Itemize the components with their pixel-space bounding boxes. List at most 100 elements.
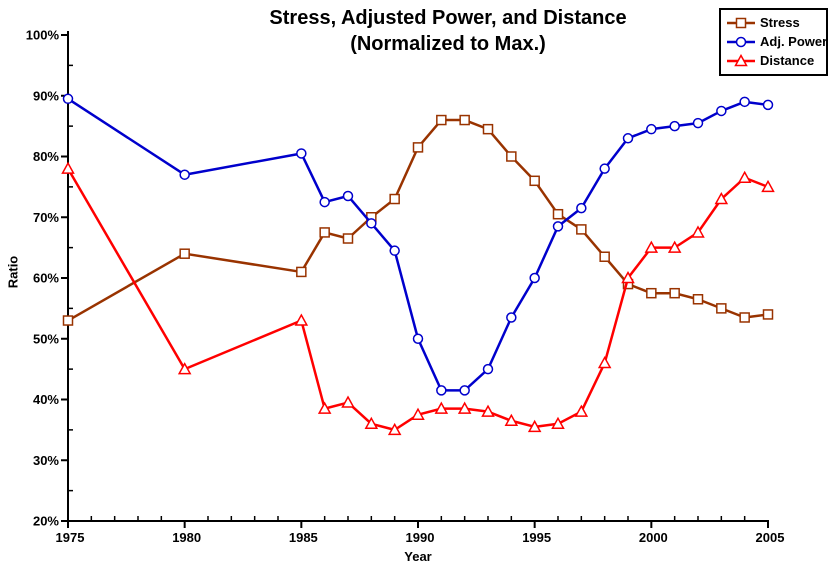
series-line-distance — [66, 168, 769, 432]
chart-title-line1: Stress, Adjusted Power, and Distance — [269, 7, 627, 29]
square-marker — [342, 233, 354, 244]
square-marker — [599, 251, 610, 262]
circle-marker — [179, 169, 190, 180]
circle-marker — [366, 218, 377, 229]
square-marker — [319, 227, 330, 238]
circle-marker — [296, 148, 307, 159]
circle-marker — [342, 190, 354, 202]
y-tick-label: 100% — [26, 28, 60, 43]
triangle-marker — [737, 170, 752, 184]
circle-marker — [576, 202, 587, 214]
triangle-marker — [574, 404, 589, 417]
legend-label-distance: Distance — [760, 53, 815, 68]
x-tick-label: 1990 — [406, 530, 435, 545]
triangle-marker — [691, 225, 705, 238]
stress-line-square-icon — [727, 17, 755, 28]
square-marker — [62, 315, 74, 326]
triangle-marker — [761, 179, 775, 193]
triangle-marker — [667, 240, 682, 253]
circle-marker — [506, 312, 517, 323]
square-marker — [179, 248, 190, 259]
circle-marker — [412, 333, 424, 344]
circle-marker — [739, 96, 750, 108]
legend: Stress Adj. Power Distance — [719, 8, 828, 76]
square-marker — [716, 303, 727, 314]
circle-marker — [529, 272, 540, 284]
square-marker — [506, 151, 517, 162]
circle-marker — [319, 196, 330, 208]
triangle-marker — [341, 395, 355, 408]
adj-power-line-circle-icon — [727, 36, 755, 47]
legend-label-stress: Stress — [760, 15, 800, 30]
triangle-marker — [411, 407, 425, 420]
triangle-marker — [644, 240, 659, 253]
square-marker — [576, 224, 587, 235]
square-marker — [646, 287, 657, 299]
legend-item-distance: Distance — [726, 51, 821, 70]
circle-marker — [482, 363, 494, 375]
x-axis-title: Year — [404, 549, 432, 564]
triangle-marker — [504, 413, 519, 427]
distance-line-triangle-icon — [727, 53, 755, 66]
circle-marker — [762, 99, 774, 111]
triangle-marker — [481, 404, 495, 417]
circle-marker — [716, 105, 727, 117]
triangle-marker — [364, 416, 379, 430]
y-axis-title: Ratio — [5, 255, 21, 289]
square-marker — [529, 175, 540, 187]
square-marker — [389, 193, 400, 205]
x-tick-label: 2005 — [756, 530, 785, 545]
x-tick-label: 1995 — [522, 530, 551, 545]
circle-marker — [62, 93, 74, 105]
circle-marker — [459, 385, 470, 396]
triangle-marker — [597, 355, 612, 369]
circle-marker — [552, 221, 564, 232]
circle-marker — [599, 163, 610, 174]
triangle-marker — [177, 362, 192, 375]
y-tick-label: 50% — [33, 331, 59, 346]
y-tick-label: 60% — [33, 271, 59, 286]
chart-title: Stress, Adjusted Power, and Distance (No… — [269, 5, 626, 57]
circle-marker — [646, 123, 657, 135]
chart-title-line2: (Normalized to Max.) — [350, 33, 546, 55]
square-marker — [692, 294, 704, 305]
circle-marker — [389, 245, 400, 256]
y-tick-label: 90% — [33, 88, 59, 103]
legend-item-stress: Stress — [726, 13, 821, 32]
square-marker — [552, 208, 564, 220]
triangle-marker — [527, 419, 542, 433]
x-tick-label: 1985 — [289, 530, 318, 545]
triangle-marker — [714, 191, 729, 205]
circle-marker — [436, 385, 447, 396]
y-tick-label: 20% — [33, 514, 59, 529]
square-marker — [436, 114, 447, 126]
square-marker — [482, 123, 494, 135]
y-tick-label: 80% — [33, 149, 59, 164]
square-marker — [739, 312, 750, 323]
triangle-marker — [61, 161, 75, 174]
square-marker — [669, 287, 680, 299]
triangle-marker — [387, 422, 402, 436]
legend-label-adj-power: Adj. Power — [760, 34, 828, 49]
square-marker — [762, 309, 774, 320]
triangle-marker — [621, 270, 635, 284]
y-tick-label: 40% — [33, 392, 59, 407]
triangle-marker — [551, 416, 565, 430]
x-tick-label: 1980 — [172, 530, 201, 545]
circle-marker — [622, 133, 634, 144]
legend-item-adj-power: Adj. Power — [726, 32, 827, 51]
square-marker — [412, 142, 424, 153]
square-marker — [296, 266, 307, 278]
circle-marker — [692, 117, 704, 129]
triangle-marker — [434, 401, 449, 414]
x-tick-label: 1975 — [56, 530, 85, 545]
triangle-marker — [457, 401, 472, 414]
y-tick-label: 30% — [33, 453, 59, 468]
triangle-marker — [317, 401, 332, 414]
circle-marker — [669, 120, 680, 132]
x-tick-label: 2000 — [639, 530, 668, 545]
triangle-marker — [294, 313, 309, 326]
y-tick-label: 70% — [33, 210, 59, 225]
